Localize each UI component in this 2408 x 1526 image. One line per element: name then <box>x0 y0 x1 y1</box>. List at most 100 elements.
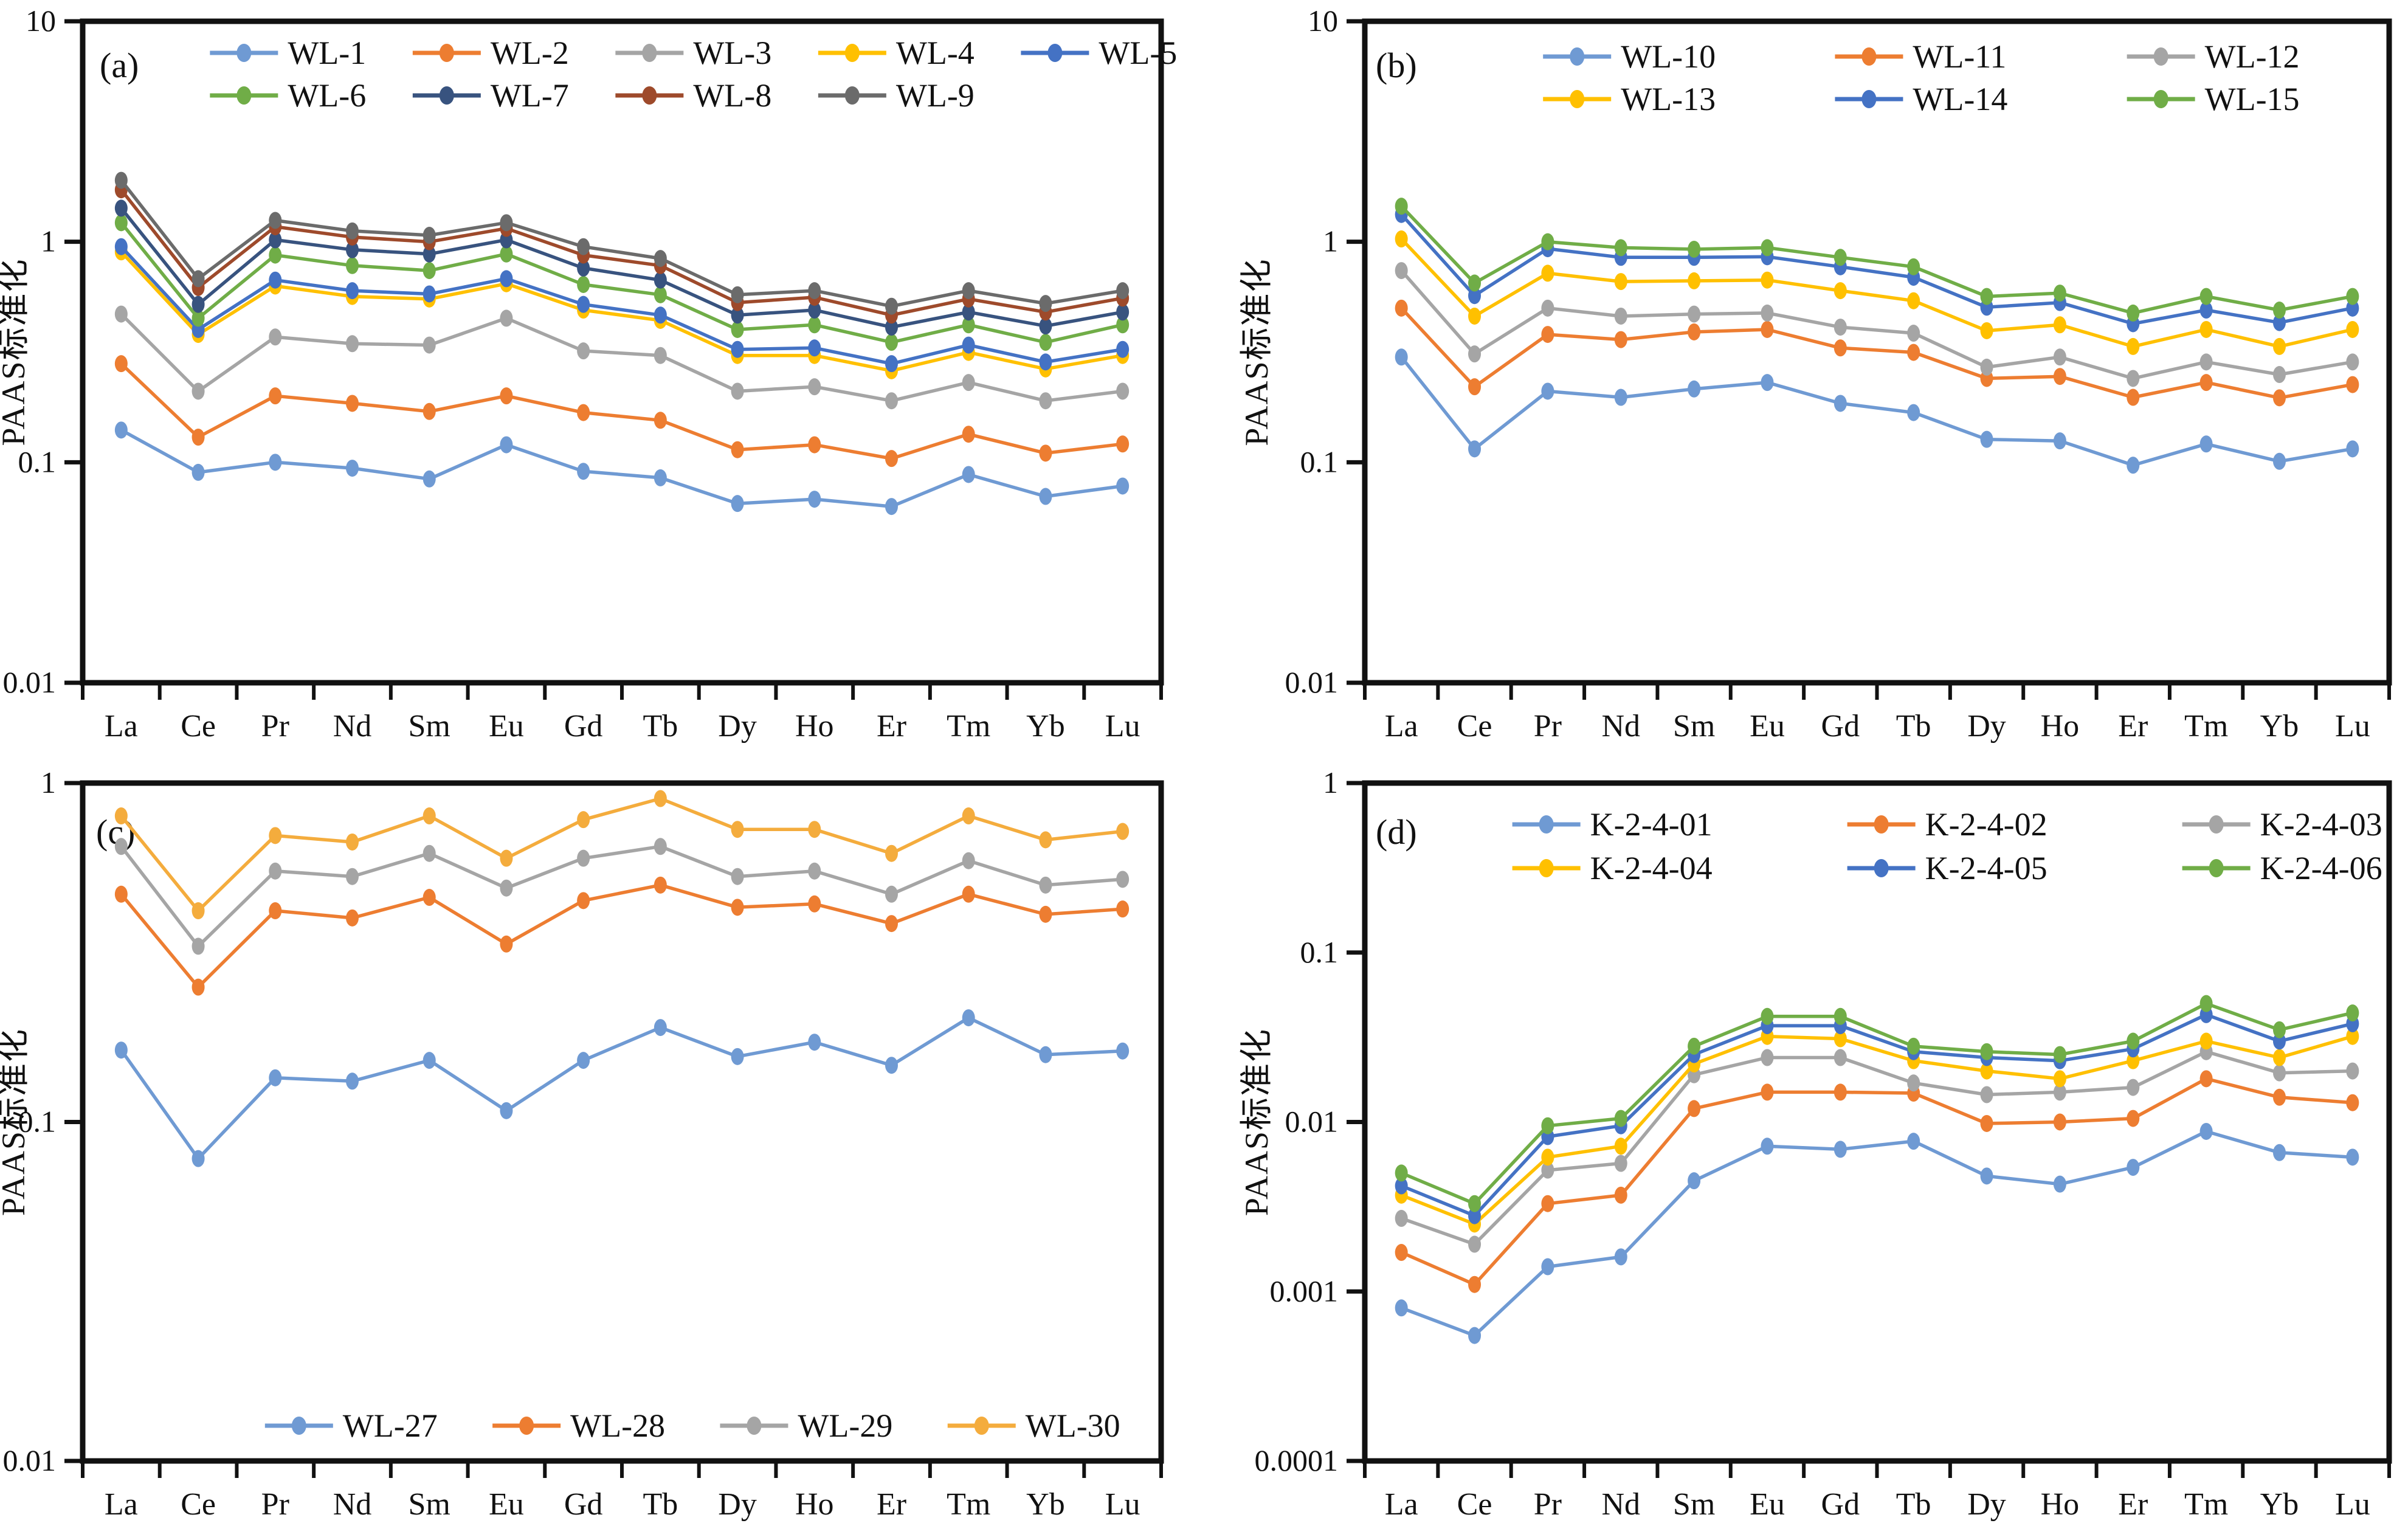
series-K-2-4-02-marker <box>1980 1114 1993 1132</box>
series-WL-3-marker <box>577 342 590 360</box>
legend-item-WL-2: WL-2 <box>412 35 569 71</box>
series-K-2-4-06-marker <box>1468 1195 1482 1212</box>
x-tick-label: Sm <box>409 709 450 744</box>
series-WL-28-marker <box>1039 905 1052 923</box>
series-WL-7-marker <box>191 295 205 313</box>
panel-label: (b) <box>1376 46 1417 85</box>
plot-border <box>1362 780 2392 1464</box>
series-K-2-4-04-marker <box>2199 1032 2213 1050</box>
legend-item-WL-28: WL-28 <box>492 1407 665 1444</box>
series-WL-28-marker <box>1116 900 1130 918</box>
series-WL-11-marker <box>1614 331 1627 348</box>
legend-marker-icon <box>439 86 454 105</box>
legend-item-WL-6: WL-6 <box>210 77 366 114</box>
series-K-2-4-03-marker <box>1907 1074 1920 1092</box>
series-WL-28-marker <box>346 909 359 927</box>
x-tick-label: Tb <box>643 709 678 744</box>
x-tick-label: Nd <box>333 1487 372 1522</box>
x-tick-label: Er <box>2118 1487 2148 1522</box>
legend-label: WL-29 <box>798 1407 892 1444</box>
series-K-2-4-01-marker <box>1468 1327 1482 1344</box>
legend-marker-icon <box>519 1417 534 1435</box>
series-WL-13-marker <box>1761 271 1774 289</box>
series-WL-1-marker <box>808 491 821 508</box>
series-WL-15-marker <box>2127 304 2140 322</box>
series-K-2-4-03-marker <box>1834 1049 1847 1066</box>
legend-item-WL-13: WL-13 <box>1543 81 1716 117</box>
series-WL-11-marker <box>1688 323 1701 340</box>
series-WL-15-marker <box>1614 239 1627 257</box>
series-WL-1-marker <box>114 421 128 439</box>
legend-marker-icon <box>1874 859 1889 877</box>
series-WL-13-marker <box>2053 316 2066 334</box>
series-K-2-4-02-marker <box>1541 1195 1554 1212</box>
series-WL-27-line <box>120 1016 1123 1161</box>
series-WL-10-marker <box>2053 432 2066 450</box>
series-K-2-4-04-marker <box>2346 1027 2359 1045</box>
series-WL-7-marker <box>423 245 436 263</box>
series-WL-6-marker <box>731 320 744 338</box>
legend-marker-icon <box>642 44 657 62</box>
series-WL-9-marker <box>885 297 898 315</box>
series-WL-11-marker <box>1541 326 1554 344</box>
series-WL-29-line <box>120 844 1123 948</box>
series-WL-7-marker <box>577 259 590 277</box>
legend-label: K-2-4-03 <box>2260 806 2382 843</box>
series-WL-29-marker <box>269 862 282 880</box>
series-WL-15-marker <box>2199 288 2213 305</box>
series-K-2-4-06-marker <box>1688 1037 1701 1055</box>
legend-label: WL-10 <box>1621 38 1716 75</box>
series-WL-7-marker <box>808 302 821 319</box>
series-WL-3-marker <box>423 336 436 354</box>
series-K-2-4-03-marker <box>2272 1064 2286 1082</box>
x-tick-label: Eu <box>1750 1487 1785 1522</box>
series-WL-3-marker <box>191 382 205 400</box>
series-WL-28-line <box>120 883 1123 989</box>
y-tick-label: 1 <box>1323 765 1338 799</box>
legend-item-WL-30: WL-30 <box>947 1407 1120 1444</box>
legend-marker-icon <box>1047 44 1063 62</box>
x-tick-label: Lu <box>1105 709 1140 744</box>
series-K-2-4-02-marker <box>2053 1113 2066 1131</box>
series-K-2-4-06-line <box>1401 1001 2353 1206</box>
legend-marker-icon <box>1539 815 1554 834</box>
series-WL-3-marker <box>346 335 359 353</box>
series-WL-1-marker <box>962 466 975 483</box>
series-WL-10-marker <box>1907 404 1920 421</box>
x-tick-label: Ho <box>2041 1487 2080 1522</box>
series-WL-13-marker <box>2127 337 2140 355</box>
legend-item-WL-1: WL-1 <box>210 35 366 71</box>
series-K-2-4-04-marker <box>1614 1138 1627 1155</box>
series-WL-9-marker <box>731 286 744 303</box>
series-WL-13-marker <box>1468 307 1482 325</box>
series-WL-6-marker <box>423 262 436 280</box>
series-K-2-4-06-marker <box>1614 1110 1627 1127</box>
x-tick-label: Nd <box>333 709 372 744</box>
x-tick-label: Ce <box>181 709 216 744</box>
series-K-2-4-01-marker <box>2053 1175 2066 1193</box>
legend-item-WL-8: WL-8 <box>615 77 771 114</box>
series-WL-2-marker <box>962 426 975 443</box>
legend-marker-icon <box>642 86 657 105</box>
series-WL-11-marker <box>1834 339 1847 357</box>
legend-item-K-2-4-05: K-2-4-05 <box>1847 850 2047 886</box>
series-WL-12-marker <box>2272 366 2286 384</box>
series-K-2-4-02-line <box>1401 1077 2353 1286</box>
series-WL-1-marker <box>500 436 513 454</box>
series-WL-12-marker <box>1468 345 1482 363</box>
series-WL-27-marker <box>962 1009 975 1027</box>
legend-marker-icon <box>291 1417 306 1435</box>
series-WL-29-marker <box>346 868 359 885</box>
series-WL-14-line <box>1400 213 2353 326</box>
series-WL-30-line <box>120 796 1123 913</box>
y-tick-label: 1 <box>41 765 56 799</box>
series-WL-2-marker <box>654 412 667 429</box>
series-WL-2-marker <box>269 387 282 405</box>
series-WL-9-marker <box>654 250 667 268</box>
series-K-2-4-06-marker <box>2053 1046 2066 1063</box>
series-WL-5-marker <box>577 295 590 313</box>
series-WL-10-marker <box>1468 440 1482 458</box>
series-K-2-4-04-marker <box>2053 1070 2066 1088</box>
series-K-2-4-06-marker <box>1761 1007 1774 1025</box>
series-K-2-4-06-marker <box>1907 1037 1920 1055</box>
